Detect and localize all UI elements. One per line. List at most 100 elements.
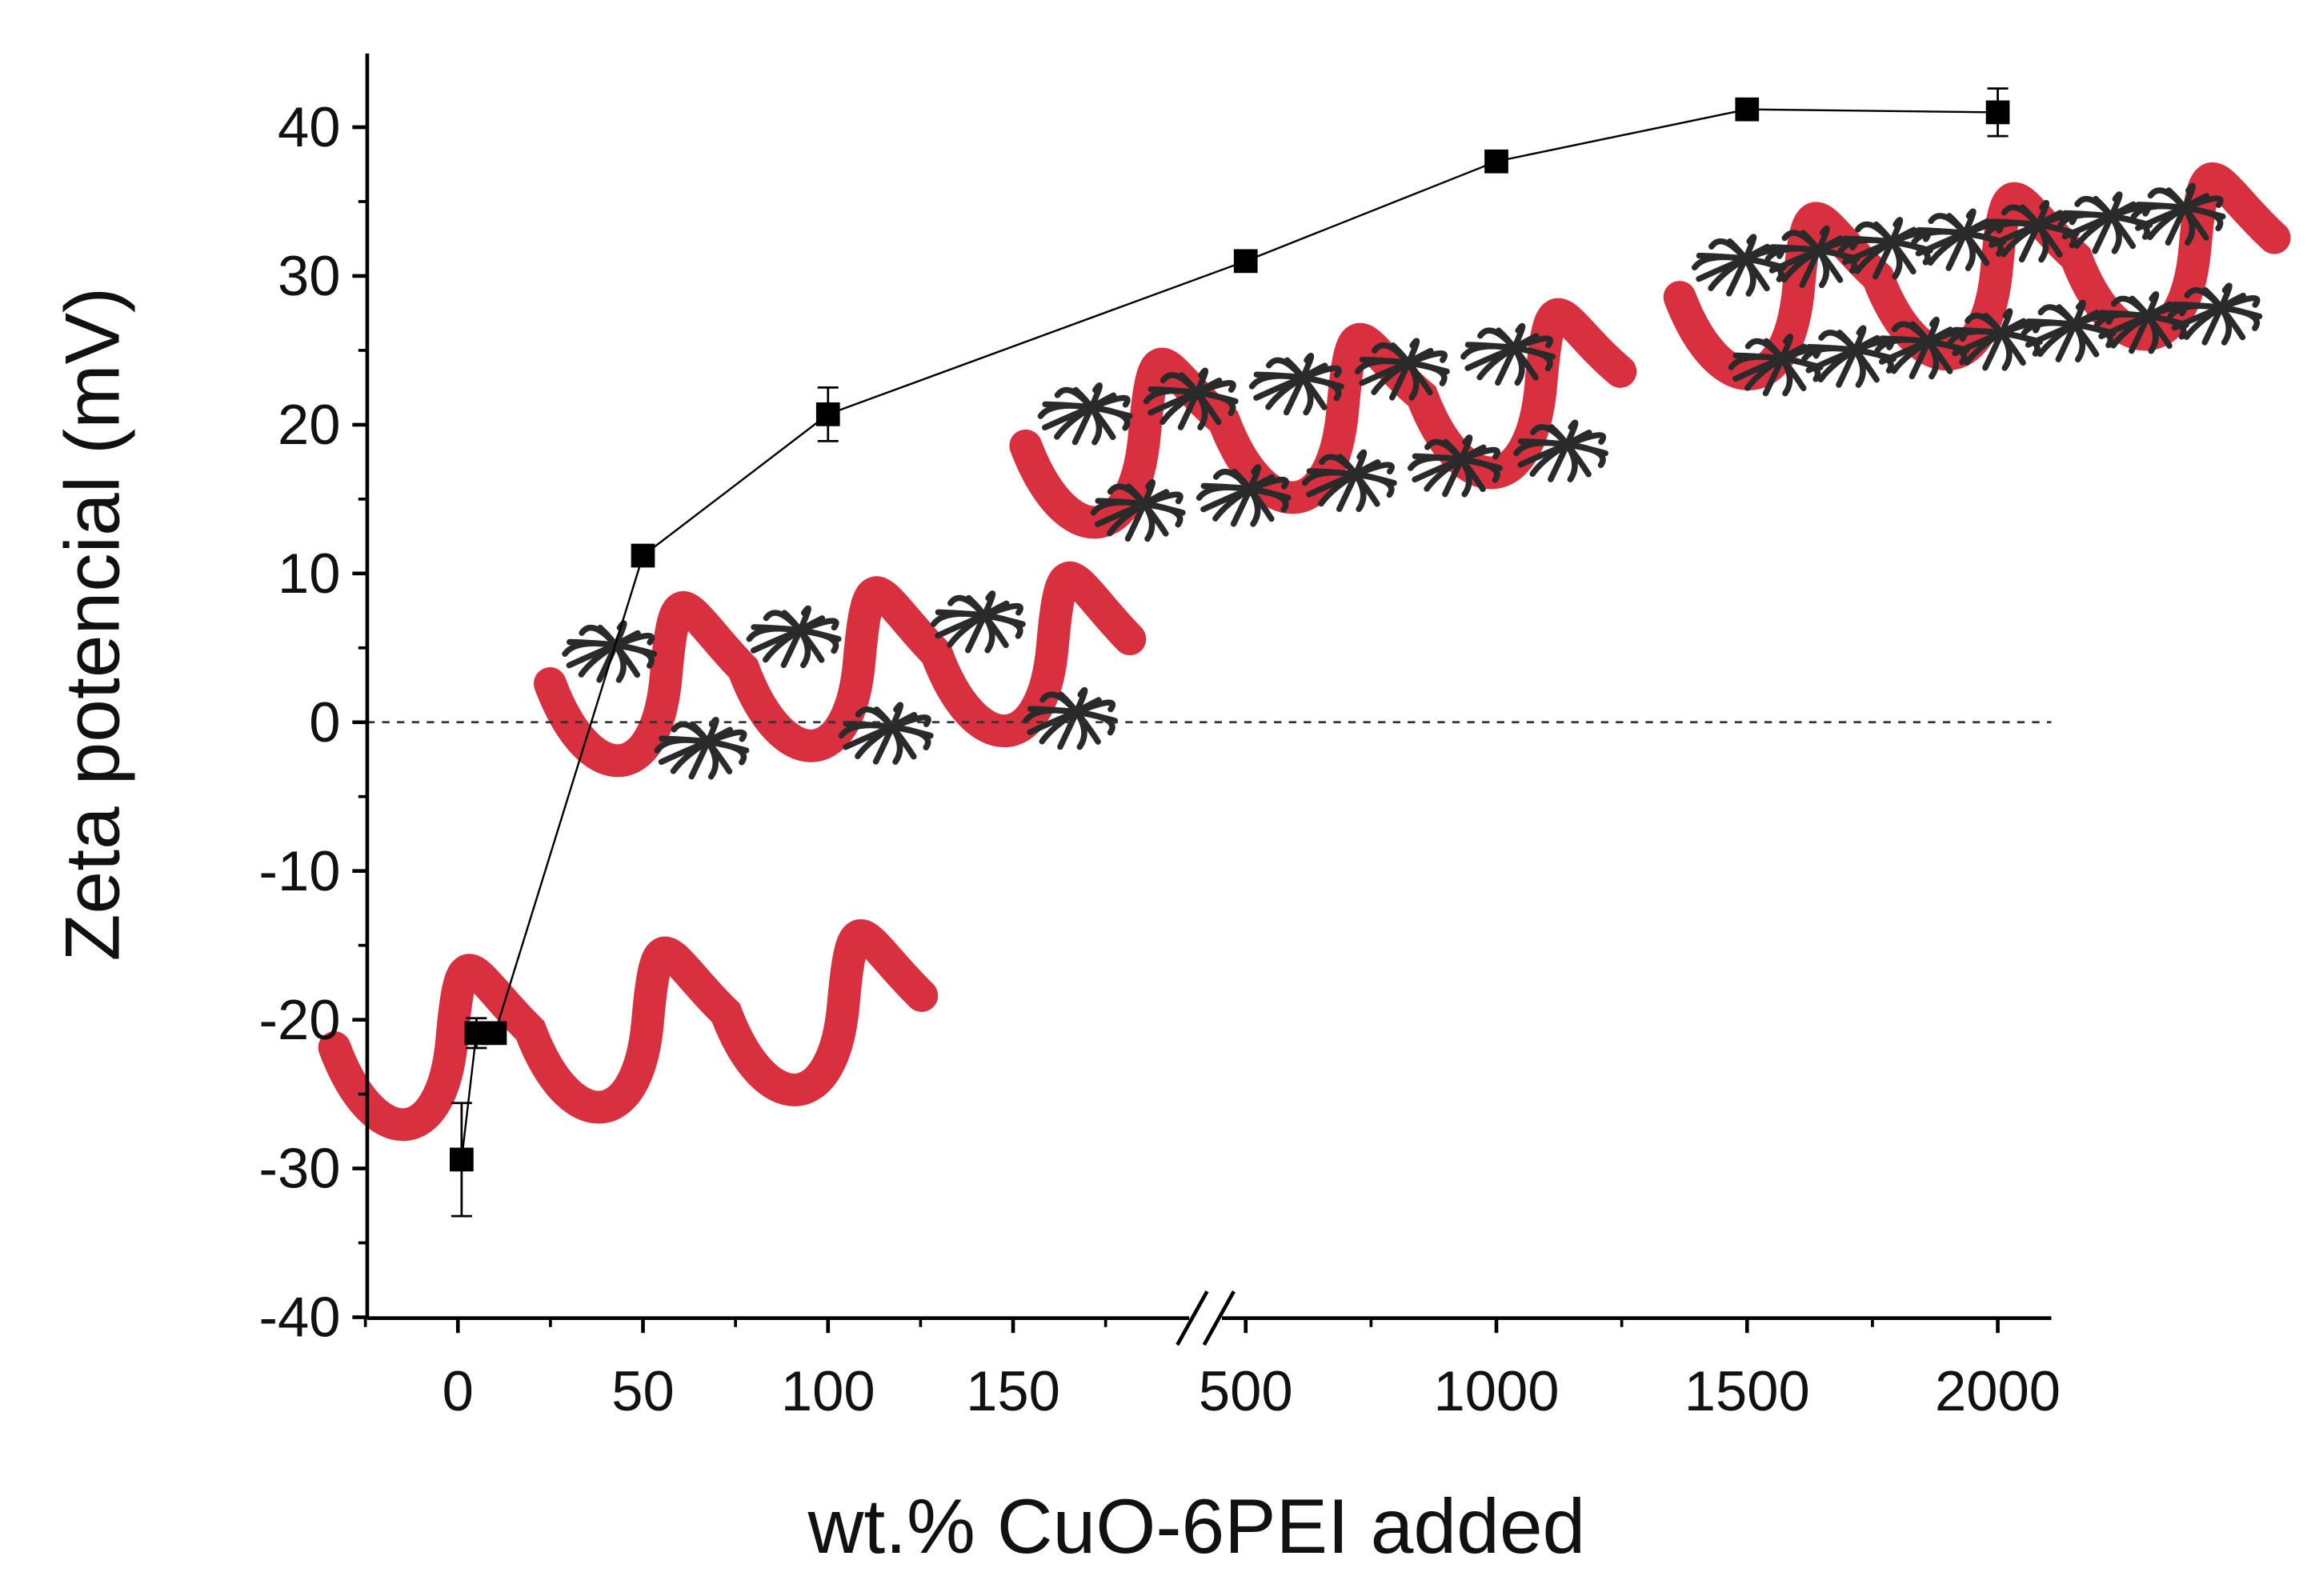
nanoparticle-strand bbox=[1412, 446, 1500, 483]
nanoparticle-strand bbox=[750, 618, 839, 654]
data-point bbox=[1484, 149, 1508, 174]
x-tick-label: 150 bbox=[966, 1359, 1060, 1422]
nanoparticle-strand bbox=[1952, 326, 2041, 357]
nanoparticle-strand bbox=[1442, 434, 1473, 498]
nanoparticle-cluster bbox=[1408, 434, 1503, 498]
nanoparticle-strand bbox=[1890, 326, 1954, 374]
nanoparticle-strand bbox=[780, 605, 811, 669]
nanoparticle-strand bbox=[1762, 334, 1794, 397]
nanoparticle-strand bbox=[2135, 202, 2224, 232]
nanoparticle-strand bbox=[935, 609, 1023, 639]
nanoparticle-strand bbox=[2056, 304, 2086, 363]
nanoparticle-strand bbox=[1442, 438, 1472, 498]
nanoparticle-cluster bbox=[1023, 687, 1118, 750]
nanoparticle-strand bbox=[2201, 282, 2233, 346]
nanoparticle-strand bbox=[1200, 476, 1289, 513]
nanoparticle-strand bbox=[1095, 491, 1184, 527]
y-tick-label: 20 bbox=[278, 393, 341, 456]
y-tick-label: 10 bbox=[278, 542, 341, 605]
nanoparticle-strand bbox=[1982, 308, 2013, 371]
nanoparticle-strand bbox=[1496, 327, 1525, 386]
nanoparticle-strand bbox=[1909, 321, 1940, 380]
nanoparticle-strand bbox=[1336, 454, 1367, 513]
nanoparticle-strand bbox=[1283, 353, 1315, 416]
nanoparticle-strand bbox=[1805, 343, 1894, 374]
nanoparticle-strand bbox=[1769, 244, 1857, 274]
nanoparticle-strand bbox=[872, 702, 904, 765]
nanoparticle-strand bbox=[1124, 478, 1156, 542]
nanoparticle-strand bbox=[2055, 299, 2086, 362]
nanoparticle-strand bbox=[1464, 335, 1553, 371]
nanoparticle-cluster bbox=[1728, 334, 1824, 397]
nanoparticle-strand bbox=[1780, 235, 1844, 283]
nanoparticle-strand bbox=[1726, 234, 1757, 297]
nanoparticle-strand bbox=[1927, 218, 1990, 266]
y-tick-label: -20 bbox=[258, 988, 340, 1051]
nanoparticle-strand bbox=[1854, 226, 1917, 274]
data-point bbox=[631, 543, 655, 568]
nanoparticle-strand bbox=[843, 720, 931, 750]
nanoparticle-strand bbox=[965, 590, 996, 654]
nanoparticle-strand bbox=[1872, 217, 1904, 280]
nanoparticle-cluster bbox=[1911, 208, 2007, 271]
nanoparticle-strand bbox=[1071, 382, 1103, 446]
nanoparticle-strand bbox=[1095, 498, 1184, 528]
nanoparticle-cluster bbox=[2167, 282, 2263, 346]
polymer-helix bbox=[1009, 298, 1637, 539]
nanoparticle-strand bbox=[1696, 252, 1784, 282]
nanoparticle-strand bbox=[2129, 291, 2160, 354]
nanoparticle-strand bbox=[1058, 691, 1087, 750]
nanoparticle-strand bbox=[566, 632, 655, 669]
polymer-helix bbox=[533, 562, 1147, 778]
nanoparticle-strand bbox=[1732, 352, 1821, 382]
nanoparticle-cluster bbox=[1248, 353, 1344, 416]
nanoparticle-strand bbox=[1212, 474, 1276, 522]
nanoparticle-strand bbox=[935, 602, 1023, 639]
nanoparticle-cluster bbox=[2021, 299, 2117, 363]
y-tick-label: 30 bbox=[278, 244, 341, 307]
nanoparticle-strand bbox=[1027, 706, 1115, 736]
nanoparticle-cluster bbox=[1692, 234, 1787, 297]
data-point bbox=[483, 1021, 507, 1046]
nanoparticle-strand bbox=[1306, 468, 1395, 498]
nanoparticle-cluster bbox=[1948, 308, 2043, 371]
data-point bbox=[815, 402, 840, 426]
nanoparticle-strand bbox=[2172, 301, 2260, 331]
nanoparticle-strand bbox=[751, 624, 839, 654]
nanoparticle-strand bbox=[1517, 432, 1606, 468]
nanoparticle-strand bbox=[1708, 243, 1771, 291]
nanoparticle-strand bbox=[873, 706, 903, 765]
y-tick-label: -30 bbox=[258, 1137, 340, 1200]
polymer-helix bbox=[318, 919, 939, 1142]
nanoparticle-cluster bbox=[1513, 419, 1608, 482]
nanoparticle-strand bbox=[2171, 295, 2261, 331]
nanoparticle-strand bbox=[2147, 193, 2210, 241]
nanoparticle-strand bbox=[2183, 292, 2246, 340]
x-tick-label: 2000 bbox=[1935, 1359, 2061, 1422]
nanoparticle-strand bbox=[1389, 342, 1420, 401]
nanoparticle-cluster bbox=[1143, 367, 1239, 430]
nanoparticle-strand bbox=[1054, 392, 1117, 440]
y-axis-label: Zeta potencial (mV) bbox=[50, 287, 136, 962]
nanoparticle-strand bbox=[1306, 462, 1395, 498]
nanoparticle-strand bbox=[1336, 449, 1368, 512]
data-series bbox=[450, 87, 2010, 1218]
nanoparticle-cluster bbox=[562, 620, 658, 683]
nanoparticle-strand bbox=[2098, 310, 2187, 340]
nanoparticle-strand bbox=[947, 600, 1010, 648]
nanoparticle-strand bbox=[1412, 453, 1500, 483]
nanoparticle-cluster bbox=[1354, 338, 1450, 401]
nanoparticle-strand bbox=[2129, 295, 2159, 354]
nanoparticle-strand bbox=[1265, 362, 1328, 410]
nanoparticle-strand bbox=[1230, 464, 1262, 527]
axis-break-mark bbox=[1202, 1290, 1236, 1346]
polymer-helix bbox=[1663, 162, 2291, 390]
nanoparticle-strand bbox=[1744, 343, 1808, 391]
data-point bbox=[1735, 97, 1760, 122]
nanoparticle-strand bbox=[1945, 208, 1977, 271]
nanoparticle-strand bbox=[1916, 227, 2004, 258]
nanoparticle-strand bbox=[1495, 322, 1526, 386]
nanoparticle-strand bbox=[781, 610, 811, 669]
nanoparticle-strand bbox=[1057, 687, 1088, 750]
